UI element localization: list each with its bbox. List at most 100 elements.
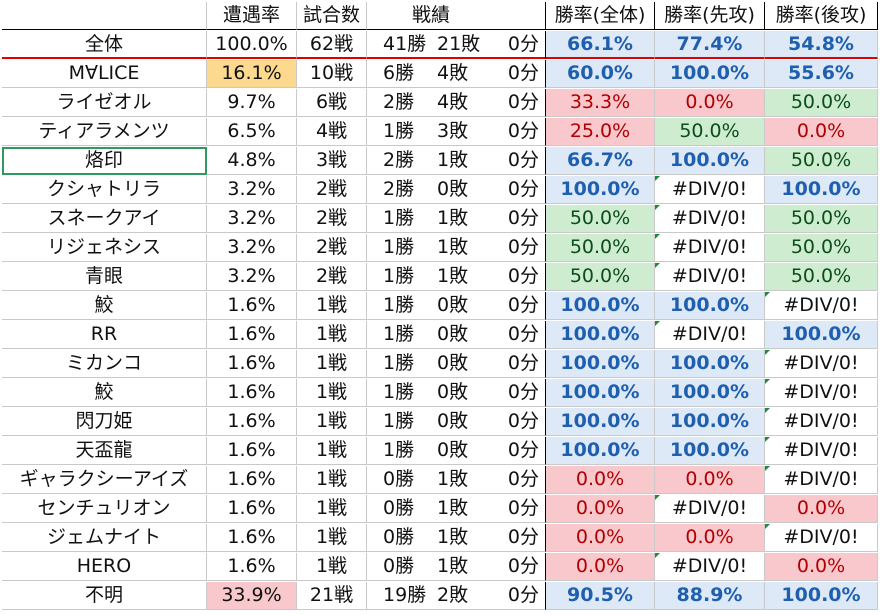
cell-winrate-second[interactable]: 100.0% (765, 582, 878, 610)
cell-winrate-second[interactable]: #DIV/0! (765, 466, 878, 494)
cell-winrate-all[interactable]: 0.0% (546, 524, 655, 552)
cell-winrate-first[interactable]: #DIV/0! (655, 553, 765, 581)
cell-name[interactable]: センチュリオン (2, 495, 207, 523)
cell-wins[interactable]: 19勝 (367, 582, 435, 610)
cell-rate[interactable]: 1.6% (207, 408, 297, 436)
cell-games[interactable]: 1戦 (297, 321, 367, 349)
cell-losses[interactable]: 1敗 (435, 466, 495, 494)
cell-wins[interactable]: 1勝 (367, 437, 435, 465)
cell-name[interactable]: ライゼオル (2, 89, 207, 117)
cell-winrate-first[interactable]: 100.0% (655, 408, 765, 436)
cell-draws[interactable]: 0分 (495, 31, 546, 59)
cell-losses[interactable]: 0敗 (435, 437, 495, 465)
cell-winrate-all[interactable]: 100.0% (546, 437, 655, 465)
cell-name[interactable]: 青眼 (2, 263, 207, 291)
cell-winrate-all[interactable]: 50.0% (546, 205, 655, 233)
cell-winrate-all[interactable]: 0.0% (546, 466, 655, 494)
cell-losses[interactable]: 0敗 (435, 176, 495, 204)
cell-draws[interactable]: 0分 (495, 176, 546, 204)
cell-losses[interactable]: 1敗 (435, 147, 495, 175)
cell-rate[interactable]: 3.2% (207, 176, 297, 204)
cell-winrate-first[interactable]: 100.0% (655, 379, 765, 407)
header-winrate-first[interactable]: 勝率(先攻) (655, 2, 765, 30)
cell-winrate-all[interactable]: 100.0% (546, 321, 655, 349)
cell-losses[interactable]: 1敗 (435, 524, 495, 552)
cell-winrate-first[interactable]: #DIV/0! (655, 176, 765, 204)
cell-losses[interactable]: 4敗 (435, 89, 495, 117)
cell-draws[interactable]: 0分 (495, 553, 546, 581)
cell-wins[interactable]: 2勝 (367, 176, 435, 204)
cell-name[interactable]: スネークアイ (2, 205, 207, 233)
cell-wins[interactable]: 41勝 (367, 31, 435, 59)
cell-name[interactable]: 鮫 (2, 292, 207, 320)
cell-rate[interactable]: 1.6% (207, 292, 297, 320)
cell-name[interactable]: 不明 (2, 582, 207, 610)
cell-winrate-second[interactable]: 55.6% (765, 60, 878, 88)
header-winrate-all[interactable]: 勝率(全体) (546, 2, 655, 30)
cell-rate[interactable]: 1.6% (207, 466, 297, 494)
cell-wins[interactable]: 1勝 (367, 321, 435, 349)
cell-draws[interactable]: 0分 (495, 292, 546, 320)
cell-name[interactable]: 鮫 (2, 379, 207, 407)
cell-name[interactable]: HERO (2, 553, 207, 581)
cell-winrate-second[interactable]: #DIV/0! (765, 379, 878, 407)
cell-wins[interactable]: 1勝 (367, 292, 435, 320)
cell-wins[interactable]: 1勝 (367, 350, 435, 378)
header-record[interactable]: 戦績 (367, 2, 495, 30)
cell-rate[interactable]: 1.6% (207, 379, 297, 407)
cell-draws[interactable]: 0分 (495, 89, 546, 117)
cell-losses[interactable]: 1敗 (435, 234, 495, 262)
cell-losses[interactable]: 4敗 (435, 60, 495, 88)
cell-rate[interactable]: 1.6% (207, 553, 297, 581)
cell-games[interactable]: 1戦 (297, 292, 367, 320)
cell-winrate-first[interactable]: #DIV/0! (655, 321, 765, 349)
cell-rate[interactable]: 1.6% (207, 321, 297, 349)
cell-losses[interactable]: 21敗 (435, 31, 495, 59)
cell-winrate-first[interactable]: 100.0% (655, 437, 765, 465)
cell-name[interactable]: ミカンコ (2, 350, 207, 378)
cell-name[interactable]: 全体 (2, 31, 207, 59)
cell-winrate-second[interactable]: 0.0% (765, 495, 878, 523)
header-games[interactable]: 試合数 (297, 2, 367, 30)
cell-winrate-second[interactable]: 100.0% (765, 176, 878, 204)
cell-wins[interactable]: 0勝 (367, 466, 435, 494)
cell-rate[interactable]: 1.6% (207, 495, 297, 523)
cell-winrate-first[interactable]: 100.0% (655, 292, 765, 320)
cell-wins[interactable]: 2勝 (367, 89, 435, 117)
cell-draws[interactable]: 0分 (495, 582, 546, 610)
cell-winrate-all[interactable]: 0.0% (546, 495, 655, 523)
cell-games[interactable]: 62戦 (297, 31, 367, 59)
cell-rate[interactable]: 3.2% (207, 234, 297, 262)
cell-games[interactable]: 2戦 (297, 234, 367, 262)
cell-draws[interactable]: 0分 (495, 321, 546, 349)
cell-wins[interactable]: 1勝 (367, 263, 435, 291)
cell-name[interactable]: リジェネシス (2, 234, 207, 262)
cell-winrate-all[interactable]: 100.0% (546, 408, 655, 436)
cell-winrate-first[interactable]: 77.4% (655, 31, 765, 59)
cell-wins[interactable]: 1勝 (367, 234, 435, 262)
cell-draws[interactable]: 0分 (495, 495, 546, 523)
cell-draws[interactable]: 0分 (495, 205, 546, 233)
cell-losses[interactable]: 0敗 (435, 292, 495, 320)
header-name[interactable] (2, 2, 207, 30)
cell-draws[interactable]: 0分 (495, 263, 546, 291)
cell-draws[interactable]: 0分 (495, 234, 546, 262)
cell-name[interactable]: ギャラクシーアイズ (2, 466, 207, 494)
cell-games[interactable]: 2戦 (297, 176, 367, 204)
cell-rate[interactable]: 4.8% (207, 147, 297, 175)
cell-winrate-all[interactable]: 100.0% (546, 350, 655, 378)
cell-losses[interactable]: 0敗 (435, 379, 495, 407)
cell-games[interactable]: 1戦 (297, 437, 367, 465)
cell-name[interactable]: クシャトリラ (2, 176, 207, 204)
cell-rate[interactable]: 6.5% (207, 118, 297, 146)
cell-wins[interactable]: 1勝 (367, 408, 435, 436)
cell-losses[interactable]: 0敗 (435, 321, 495, 349)
cell-games[interactable]: 2戦 (297, 205, 367, 233)
cell-winrate-second[interactable]: 100.0% (765, 321, 878, 349)
cell-games[interactable]: 1戦 (297, 466, 367, 494)
cell-rate[interactable]: 1.6% (207, 524, 297, 552)
cell-draws[interactable]: 0分 (495, 147, 546, 175)
cell-draws[interactable]: 0分 (495, 437, 546, 465)
cell-wins[interactable]: 1勝 (367, 205, 435, 233)
cell-name[interactable]: ジェムナイト (2, 524, 207, 552)
